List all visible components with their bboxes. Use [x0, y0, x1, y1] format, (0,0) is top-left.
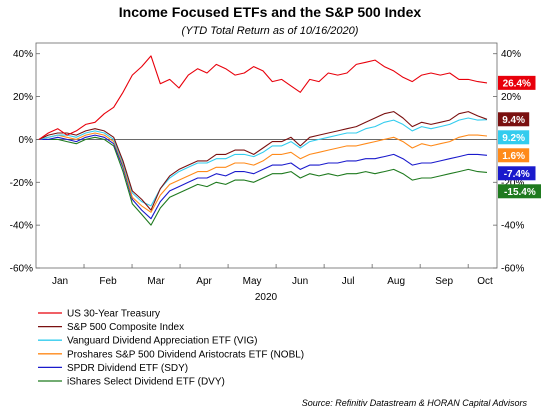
y-tick-left-label: -60% [10, 264, 33, 275]
series-line-us-30-year-treasury [38, 55, 488, 140]
plot-frame [35, 42, 498, 269]
end-value-badge [498, 130, 530, 145]
series-line-vanguard-dividend-appreciation-etf-vig [38, 117, 488, 207]
y-axis-left: -60% -40% -20% 0% 20% 40% [10, 49, 40, 275]
x-tick-label: Sep [435, 276, 453, 287]
legend-label: iShares Select Dividend ETF (DVY) [67, 377, 225, 388]
end-value-label: 9.4% [502, 115, 525, 126]
y-tick-right-label: 20% [501, 92, 521, 103]
x-tick-label: May [243, 276, 262, 287]
chart-subtitle: (YTD Total Return as of 10/16/2020) [182, 25, 359, 37]
y-tick-left-label: 0% [19, 135, 34, 146]
chart-title: Income Focused ETFs and the S&P 500 Inde… [119, 4, 422, 20]
x-tick-label: Feb [99, 276, 117, 287]
series-line-spdr-dividend-etf-sdy [39, 134, 488, 220]
end-value-badge [498, 184, 541, 199]
y-tick-right-label: -60% [501, 264, 524, 275]
end-value-labels: 26.4% 9.4% 9.2% 1.6% -7.4% -15.4% [498, 75, 541, 199]
y-tick-left-label: 40% [13, 49, 33, 60]
legend: US 30-Year Treasury S&P 500 Composite Ind… [38, 309, 304, 388]
x-tick-label: Jan [52, 276, 68, 287]
y-tick-left-label: -40% [10, 221, 33, 232]
legend-label: S&P 500 Composite Index [67, 322, 184, 333]
series-line-ishares-select-dividend-etf-dvy [39, 136, 488, 226]
x-tick-label: Apr [196, 276, 212, 287]
y-tick-right-label: 40% [501, 49, 521, 60]
end-value-label: 1.6% [502, 151, 525, 162]
end-value-label: -7.4% [504, 169, 530, 180]
x-axis-label: 2020 [255, 292, 278, 303]
legend-label: SPDR Dividend ETF (SDY) [67, 363, 188, 374]
series-line-s-p-500-composite-index [38, 111, 488, 211]
end-value-badge [498, 75, 536, 90]
y-tick-right-label: -20% [501, 178, 524, 189]
legend-label: Proshares S&P 500 Dividend Aristocrats E… [67, 349, 304, 360]
y-tick-left-label: -20% [10, 178, 33, 189]
y-tick-right-label: -40% [501, 221, 524, 232]
source-note: Source: Refinitiv Datastream & HORAN Cap… [302, 398, 528, 408]
x-tick-label: Jul [342, 276, 355, 287]
series-lines [38, 55, 488, 226]
series-line-proshares-s-p-500-dividend-aristocrats-etf-nobl [38, 132, 488, 213]
end-value-badge [498, 148, 530, 163]
end-value-label: 9.2% [502, 133, 525, 144]
x-axis: Jan Feb Mar Apr May Jun Jul Aug Sep Oct [52, 264, 493, 287]
end-value-label: -15.4% [504, 187, 536, 198]
end-value-label: 26.4% [503, 79, 531, 90]
x-tick-label: Oct [477, 276, 493, 287]
end-value-badge [498, 112, 530, 127]
x-tick-label: Mar [147, 276, 165, 287]
x-tick-label: Jun [292, 276, 308, 287]
end-value-badge [498, 166, 536, 181]
x-tick-label: Aug [387, 276, 405, 287]
legend-label: US 30-Year Treasury [67, 309, 160, 320]
y-tick-left-label: 20% [13, 92, 33, 103]
legend-label: Vanguard Dividend Appreciation ETF (VIG) [67, 336, 257, 347]
